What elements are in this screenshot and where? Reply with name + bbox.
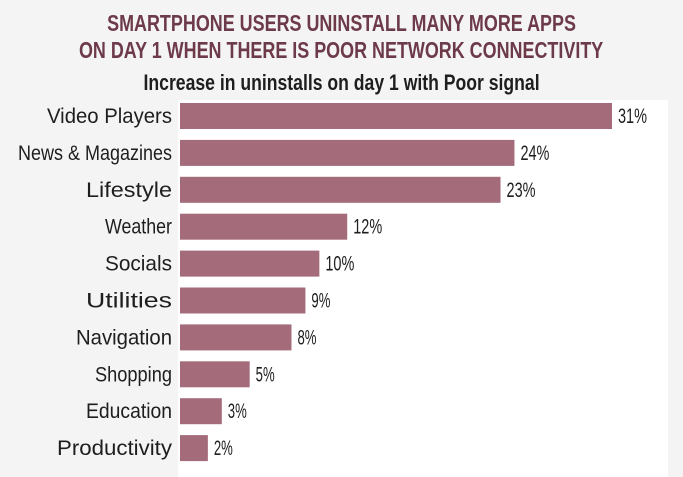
bar-4 [180, 250, 320, 277]
chart-subtitle: Increase in uninstalls on day 1 with Poo… [143, 70, 540, 95]
bar-7 [180, 361, 250, 388]
value-label-6: 8% [297, 326, 316, 349]
bar-3 [180, 213, 348, 240]
category-label-8: Education [86, 400, 172, 423]
bar-2 [180, 176, 501, 203]
category-label-0: Video Players [47, 105, 172, 128]
chart-title-line-1: SMARTPHONE USERS UNINSTALL MANY MORE APP… [107, 10, 576, 36]
category-label-4: Socials [105, 253, 172, 276]
bar-9 [180, 435, 208, 462]
category-label-9: Productivity [57, 437, 173, 460]
chart-title-line-2: ON DAY 1 WHEN THERE IS POOR NETWORK CONN… [79, 37, 604, 63]
value-label-1: 24% [520, 142, 549, 165]
bar-6 [180, 324, 292, 351]
bar-8 [180, 398, 222, 425]
category-label-2: Lifestyle [86, 179, 172, 202]
value-label-9: 2% [214, 437, 233, 460]
bar-5 [180, 287, 306, 314]
category-label-3: Weather [105, 216, 172, 239]
value-label-0: 31% [618, 105, 647, 128]
value-label-7: 5% [256, 363, 275, 386]
value-label-3: 12% [353, 216, 382, 239]
value-label-8: 3% [228, 400, 247, 423]
category-label-6: Navigation [76, 326, 172, 349]
category-label-1: News & Magazines [18, 142, 172, 165]
category-label-5: Utilities [86, 290, 172, 313]
bar-1 [180, 139, 515, 166]
bar-0 [180, 103, 612, 129]
value-label-5: 9% [311, 290, 330, 313]
value-label-4: 10% [325, 253, 354, 276]
value-label-2: 23% [507, 179, 536, 202]
category-label-7: Shopping [95, 363, 172, 386]
